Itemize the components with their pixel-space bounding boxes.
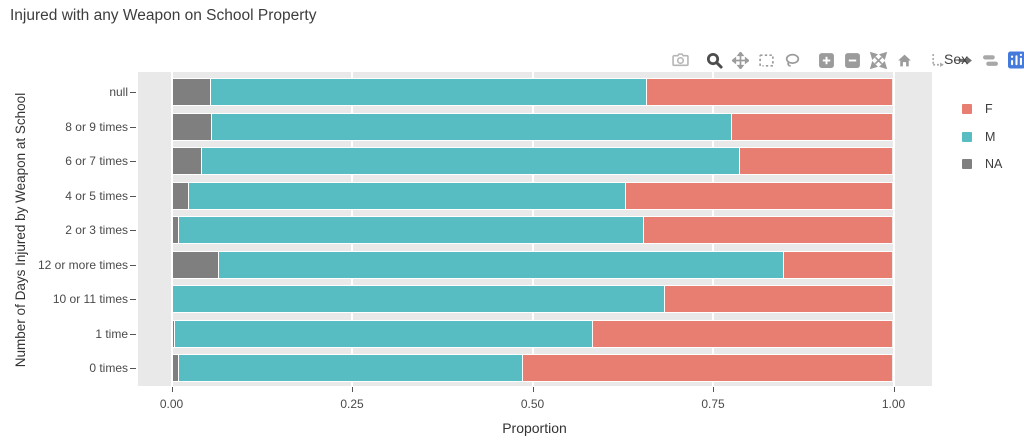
lasso-select-icon[interactable]: [784, 52, 801, 69]
bar-segment-m[interactable]: [217, 251, 784, 278]
y-tick-label: 2 or 3 times: [65, 223, 128, 237]
legend-swatch: [962, 131, 972, 142]
bar-segment-na[interactable]: [172, 79, 210, 105]
bar-segment-f[interactable]: [592, 320, 893, 347]
legend-label: F: [985, 102, 993, 116]
y-tick-label: 12 or more times: [37, 257, 128, 272]
x-tick-mark: [352, 387, 353, 392]
y-tick-mark: [130, 368, 136, 369]
x-tick-mark: [893, 387, 895, 392]
bar-segment-na[interactable]: [172, 251, 218, 278]
bar-row[interactable]: [171, 285, 894, 313]
y-tick-mark: [130, 195, 136, 197]
bar-segment-f[interactable]: [625, 182, 893, 209]
y-tick-label: 10 or 11 times: [52, 292, 128, 306]
x-tick-label: 0.50: [520, 397, 545, 411]
bar-row[interactable]: [171, 78, 894, 106]
bar-segment-m[interactable]: [187, 182, 626, 209]
bar-segment-m[interactable]: [211, 113, 732, 140]
y-tick-mark: [130, 230, 136, 231]
bar-row[interactable]: [171, 181, 894, 210]
y-tick-mark: [130, 92, 136, 93]
hover-compare-icon[interactable]: [982, 52, 999, 69]
y-tick-mark: [130, 333, 136, 335]
bar-segment-f[interactable]: [645, 79, 893, 105]
bar-segment-na[interactable]: [172, 355, 178, 381]
legend-entry-f[interactable]: F: [962, 102, 993, 116]
x-tick-label: 0.25: [340, 397, 364, 411]
y-tick-label: 0 times: [89, 361, 128, 375]
x-tick-label: 0.00: [159, 397, 184, 411]
legend-swatch: [962, 104, 972, 114]
zoom-icon[interactable]: [706, 52, 723, 69]
legend-entry-na[interactable]: NA: [962, 157, 1002, 171]
hover-closest-icon[interactable]: [956, 52, 973, 69]
plotly-logo-icon[interactable]: [1008, 51, 1024, 69]
zoom-out-icon[interactable]: [844, 52, 861, 69]
bar-segment-na[interactable]: [172, 320, 174, 347]
x-axis-title: Proportion: [502, 420, 567, 436]
x-tick-label: 1.00: [881, 397, 906, 411]
legend-swatch: [962, 159, 972, 169]
box-select-icon[interactable]: [758, 52, 775, 69]
x-tick-mark: [171, 387, 173, 392]
autoscale-icon[interactable]: [870, 51, 887, 69]
y-tick-label: 4 or 5 times: [65, 188, 128, 203]
bar-segment-na[interactable]: [172, 113, 212, 140]
bar-segment-m[interactable]: [201, 148, 740, 174]
bar-segment-na[interactable]: [172, 182, 188, 209]
bar-segment-f[interactable]: [664, 286, 893, 312]
y-tick-mark: [130, 299, 136, 300]
bar-segment-f[interactable]: [522, 355, 893, 381]
bar-segment-f[interactable]: [739, 148, 893, 174]
bar-segment-m[interactable]: [178, 217, 643, 243]
bar-segment-m[interactable]: [172, 286, 665, 312]
bar-row[interactable]: [171, 354, 894, 382]
bar-row[interactable]: [171, 319, 894, 348]
bar-row[interactable]: [171, 147, 894, 175]
legend-entry-m[interactable]: M: [962, 130, 995, 144]
bar-segment-m[interactable]: [209, 79, 646, 105]
plot-area[interactable]: [138, 72, 932, 386]
bar-segment-f[interactable]: [642, 217, 893, 243]
toggle-spikelines-icon[interactable]: [930, 52, 947, 69]
bar-row[interactable]: [171, 112, 894, 141]
legend-label: M: [985, 129, 996, 144]
bar-segment-m[interactable]: [173, 320, 593, 347]
y-tick-label: null: [109, 85, 128, 99]
y-tick-label: 8 or 9 times: [65, 119, 128, 134]
pan-icon[interactable]: [732, 51, 749, 69]
zoom-in-icon[interactable]: [818, 52, 835, 69]
y-tick-mark: [130, 264, 136, 266]
legend-label: NA: [985, 157, 1003, 171]
modebar: [672, 50, 1024, 70]
x-tick-mark: [713, 387, 714, 392]
download-camera-icon[interactable]: [672, 52, 689, 69]
bar-segment-na[interactable]: [172, 148, 202, 174]
bar-segment-m[interactable]: [177, 355, 523, 381]
legend-title: Sex: [944, 51, 969, 67]
bar-row[interactable]: [171, 216, 894, 244]
bar-segment-f[interactable]: [783, 251, 893, 278]
bar-segment-na[interactable]: [172, 217, 179, 243]
y-tick-label: 6 or 7 times: [65, 154, 128, 168]
gridline: [892, 72, 895, 386]
page-title: Injured with any Weapon on School Proper…: [10, 7, 317, 24]
bar-row[interactable]: [171, 250, 894, 279]
y-tick-label: 1 time: [95, 326, 128, 341]
x-tick-label: 0.75: [701, 397, 725, 411]
bar-segment-f[interactable]: [731, 113, 893, 140]
y-tick-mark: [130, 161, 136, 162]
reset-axes-home-icon[interactable]: [896, 52, 913, 69]
y-tick-mark: [130, 126, 136, 128]
x-tick-mark: [532, 387, 534, 392]
